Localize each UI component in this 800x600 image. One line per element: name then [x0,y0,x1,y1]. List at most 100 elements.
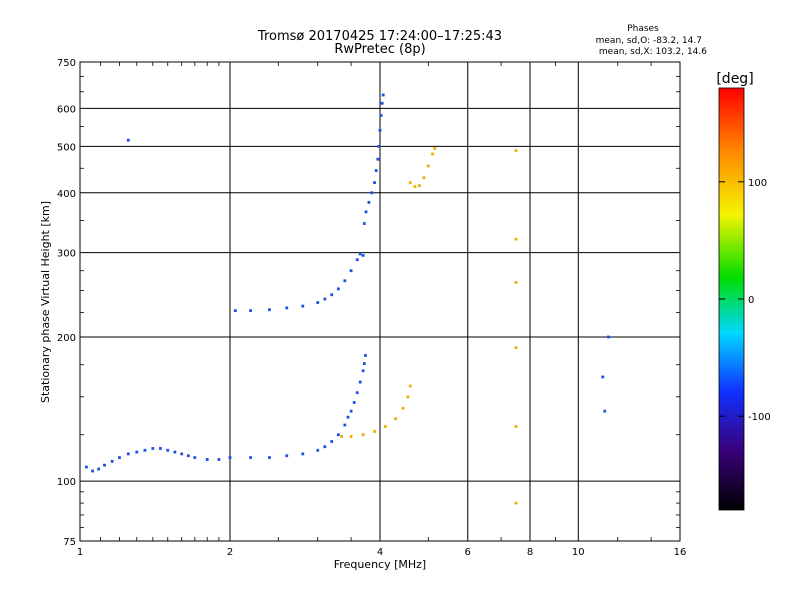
data-point [159,447,162,450]
data-point [126,138,130,142]
y-tick-label: 75 [63,537,76,548]
phases-x-line: mean, sd,X: 103.2, 14.6 [599,47,707,57]
data-point [355,391,359,395]
data-point [349,409,353,413]
data-point [379,114,383,117]
data-point [394,417,398,421]
data-point [151,447,155,450]
data-point [349,269,353,273]
data-point [343,423,347,427]
data-point [301,452,305,456]
data-point [406,395,410,399]
data-point [361,433,365,437]
y-tick-label: 300 [57,249,76,260]
phases-o-line: mean, sd,O: -83.2, 14.7 [596,36,702,46]
data-point [110,459,114,463]
data-point [103,463,106,467]
data-point [361,254,365,257]
data-point [193,456,197,459]
x-tick-label: 16 [674,547,687,558]
data-point [367,200,371,204]
data-point [205,458,209,461]
data-point [135,450,139,454]
data-point [118,456,121,459]
data-point [431,152,434,156]
data-point [268,308,271,312]
data-point [601,375,605,379]
chart-subtitle: RwPretec (8p) [334,42,425,57]
data-point [408,384,412,388]
data-point [316,448,320,452]
data-point [285,306,289,310]
x-tick-label: 8 [527,547,533,558]
data-point [373,181,376,185]
data-point [603,409,607,413]
y-tick-label: 100 [57,477,76,488]
data-point [330,293,334,297]
data-point [285,454,289,458]
y-tick-label: 500 [57,142,76,153]
data-point [323,445,327,449]
data-point [364,210,368,214]
data-point [330,440,334,443]
data-point [301,304,305,308]
data-point [514,280,518,284]
data-point [408,181,412,185]
data-point [364,354,367,357]
data-point [374,169,378,172]
y-tick-label: 200 [57,333,76,344]
colorbar-label: [deg] [716,71,753,87]
y-tick-label: 750 [57,58,76,69]
data-point [173,450,177,454]
grid-lines [80,62,680,541]
data-point [143,448,147,452]
data-point [358,252,362,256]
data-point [166,448,170,452]
data-point [362,222,366,225]
data-point [422,176,426,180]
data-point [380,101,384,105]
data-point [514,237,518,241]
phases-title: Phases [627,24,659,34]
colorbar-tick-label: -100 [748,412,771,423]
data-point [323,297,327,301]
y-axis-label: Stationary phase Virtual Height [km] [39,201,52,403]
data-point [268,456,271,459]
colorbar-ticks: 100 0 -100 [719,178,771,423]
data-point [97,467,101,471]
data-point [91,469,95,473]
data-point [180,452,184,456]
data-point [381,93,385,97]
data-point [418,184,421,188]
chart-title: Tromsø 20170425 17:24:00–17:25:43 [257,29,502,44]
data-point [249,309,253,313]
data-point [355,258,359,262]
data-point [343,279,347,283]
data-point [233,309,237,313]
data-point [433,147,437,150]
data-point [358,380,362,384]
data-point [336,433,340,437]
y-tick-label: 400 [57,189,76,200]
colorbar-tick-label: 100 [748,178,767,189]
x-axis-label: Frequency [MHz] [334,558,426,571]
axis-ticks: 1 2 4 6 8 10 16 75 100 200 300 400 500 600 750 [57,58,686,558]
data-point [84,465,88,469]
data-point [514,425,518,428]
data-point [514,149,518,152]
data-point [186,454,190,458]
data-point [378,128,382,132]
data-point [316,301,320,304]
data-point [377,144,381,148]
data-point [401,406,405,410]
data-point [217,458,221,461]
data-point [373,430,376,433]
data-point [228,456,232,459]
data-point [346,415,350,419]
x-tick-label: 10 [572,547,585,558]
data-point [249,456,253,459]
colorbar-tick-label: 0 [748,295,754,306]
data-point [514,346,518,350]
x-tick-label: 1 [77,547,83,558]
data-point [376,157,380,161]
